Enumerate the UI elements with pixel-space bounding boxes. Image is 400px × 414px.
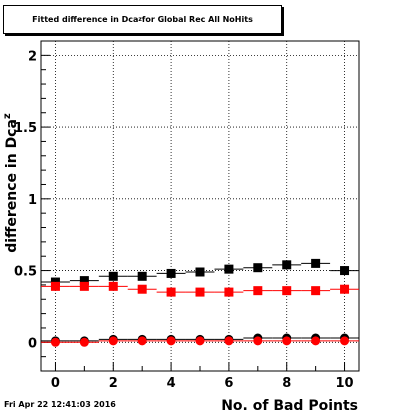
data-point-square bbox=[311, 258, 321, 268]
data-point-square bbox=[340, 266, 350, 276]
data-point-square bbox=[253, 263, 263, 273]
data-point-square bbox=[166, 287, 176, 297]
data-point-circle bbox=[137, 336, 147, 346]
grid bbox=[41, 41, 359, 371]
y-axis-title-main: difference in Dca bbox=[4, 119, 20, 253]
data-point-square bbox=[79, 276, 89, 286]
x-tick-label: 4 bbox=[167, 376, 176, 391]
y-axis-title-subscript: z bbox=[2, 113, 13, 119]
axis-ticks bbox=[41, 40, 346, 372]
data-point-square bbox=[166, 268, 176, 278]
chart-title: Fitted difference in Dca z for Global Rec… bbox=[3, 5, 282, 34]
data-point-circle bbox=[195, 336, 205, 346]
x-tick-label: 0 bbox=[51, 376, 60, 391]
data-point-square bbox=[108, 271, 118, 281]
y-tick-label: 1.5 bbox=[14, 121, 37, 136]
y-tick-label: 2 bbox=[28, 49, 37, 64]
chart-title-suffix: for Global Rec All NoHits bbox=[141, 15, 253, 24]
data-point-square bbox=[224, 264, 234, 274]
data-point-square bbox=[137, 271, 147, 281]
data-point-square bbox=[108, 281, 118, 291]
x-tick-label: 2 bbox=[109, 376, 118, 391]
data-point-circle bbox=[166, 336, 176, 346]
y-tick-label: 0.5 bbox=[14, 265, 37, 280]
data-point-square bbox=[253, 286, 263, 296]
data-point-square bbox=[282, 286, 292, 296]
data-point-square bbox=[195, 267, 205, 277]
y-tick-label: 0 bbox=[28, 336, 37, 351]
data-point-square bbox=[137, 284, 147, 294]
data-point-circle bbox=[311, 336, 321, 346]
x-tick-label: 10 bbox=[335, 376, 353, 391]
x-tick-label: 8 bbox=[282, 376, 291, 391]
y-axis-title: difference in Dcaz bbox=[2, 113, 20, 253]
data-point-circle bbox=[340, 336, 350, 346]
plot-frame bbox=[40, 40, 360, 372]
data-point-square bbox=[79, 281, 89, 291]
data-point-square bbox=[282, 260, 292, 270]
data-point-square bbox=[340, 284, 350, 294]
data-point-square bbox=[195, 287, 205, 297]
data-point-square bbox=[50, 281, 60, 291]
x-axis-title: No. of Bad Points bbox=[221, 398, 358, 414]
data-markers bbox=[41, 258, 359, 347]
data-point-circle bbox=[108, 336, 118, 346]
y-tick-label: 1 bbox=[28, 193, 37, 208]
timestamp: Fri Apr 22 12:41:03 2016 bbox=[4, 400, 116, 409]
x-tick-label: 6 bbox=[224, 376, 233, 391]
data-point-square bbox=[224, 287, 234, 297]
data-point-circle bbox=[282, 336, 292, 346]
data-point-circle bbox=[224, 336, 234, 346]
data-point-circle bbox=[50, 337, 60, 347]
data-point-circle bbox=[253, 336, 263, 346]
chart-title-prefix: Fitted difference in Dca bbox=[32, 15, 139, 24]
series-1 bbox=[41, 281, 359, 297]
series-3 bbox=[41, 336, 359, 347]
data-point-circle bbox=[79, 337, 89, 347]
chart-title-subscript: z bbox=[138, 16, 142, 23]
data-point-square bbox=[311, 286, 321, 296]
tick-labels: 0 2 4 6 8 10 0 0.5 1 1.5 2 bbox=[14, 49, 354, 391]
